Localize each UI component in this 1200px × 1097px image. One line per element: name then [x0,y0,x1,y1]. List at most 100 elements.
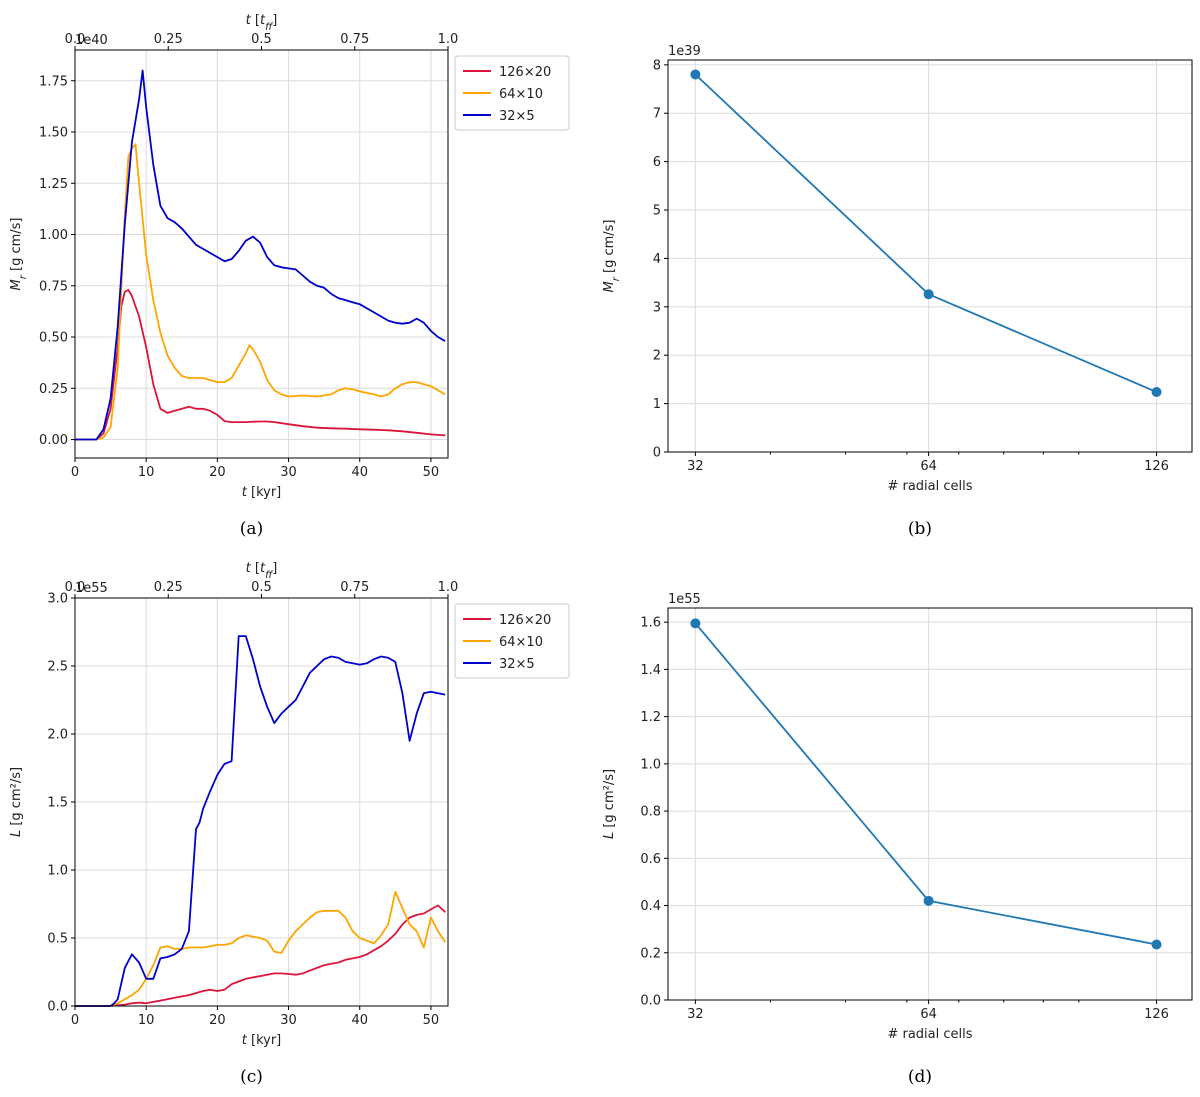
label-part: [g cm²/s] [9,767,24,830]
legend-label: 32×5 [499,109,535,124]
legend-box [454,55,570,131]
y-tick-label: 0.5 [47,932,68,947]
label-symbol: L [602,832,617,839]
y-tick-label: 0.2 [640,946,661,961]
legend-label: 64×10 [499,635,543,650]
label-part: [g cm/s] [9,218,24,276]
y-tick-label: 2 [653,349,661,364]
y-tick-label: 1.0 [47,864,68,879]
label-subscript: ff [265,570,274,581]
label-symbol: t [246,13,252,28]
y-tick-label: 1.2 [640,710,661,725]
y-tick-label: 0.0 [640,994,661,1009]
scale-label: 1e40 [75,33,108,48]
y-axis-label: L [g cm²/s] [9,767,24,837]
label-part: ] [272,561,277,576]
y-tick-label: 0.0 [47,1000,68,1015]
x-tick-label: 64 [920,459,937,474]
series-line-L [694,622,1157,946]
y-tick-label: 1.6 [640,616,661,631]
top-tick-label: 1.0 [438,32,459,47]
data-point-32 [690,618,701,629]
label-part: t [260,561,266,576]
data-point-64 [923,895,934,906]
top-tick-label: 0.5 [251,580,272,595]
data-point-64 [923,289,934,300]
top-tick-label: 0.0 [65,32,86,47]
legend-box [454,603,570,679]
y-tick-label: 1.4 [640,663,661,678]
panel-c: 0 10 20 30 40 500.00.51.01.52.02.53.00.0 0.25 0… [9,561,570,1087]
caption: (c) [240,1067,263,1087]
scale-label: 1e39 [668,44,701,59]
x-tick-label: 126 [1144,459,1169,474]
series-line-64-10 [75,143,446,441]
legend: 126×20 64×10 32×5 [454,603,570,679]
y-tick-label: 1.50 [39,126,68,141]
y-tick-label: 2.5 [47,660,68,675]
y-tick-label: 4 [653,252,661,267]
y-tick-label: 0.4 [640,899,661,914]
x-tick-label: 50 [423,465,440,480]
y-tick-label: 0.50 [39,331,68,346]
x-axis-label: t [kyr] [242,485,282,500]
caption: (d) [908,1067,932,1087]
x-tick-label: 32 [687,459,704,474]
y-tick-label: 7 [653,107,661,122]
label-part: [kyr] [247,485,281,500]
label-part: [g cm²/s] [602,769,617,832]
top-tick-label: 0.75 [340,580,369,595]
y-tick-label: 0.00 [39,433,68,448]
x-tick-label: 20 [209,465,226,480]
y-tick-label: 1.0 [640,757,661,772]
top-axis-label: t [tff] [246,13,278,33]
legend-label: 64×10 [499,87,543,102]
panel-b: 32 64 126 0 1 2 3 4 5 6 7 8 1e39 # radial cells Mr [g … [602,44,1193,539]
label-part: [ [251,13,260,28]
top-axis-label: t [tff] [246,561,278,581]
label-subscript: r [611,276,622,281]
y-tick-label: 2.0 [47,728,68,743]
y-axis-label: L [g cm²/s] [602,769,617,839]
label-part: [ [251,561,260,576]
panel-d: 32 64 126 0.0 0.2 0.4 0.6 0.8 1.0 1.2 1.4 1.6 1e55 # … [602,592,1193,1087]
x-tick-label: 0 [71,1013,79,1028]
y-tick-label: 1.75 [39,74,68,89]
y-tick-label: 0.8 [640,805,661,820]
x-tick-label: 64 [920,1007,937,1022]
y-tick-label: 0.25 [39,382,68,397]
plot-frame [667,607,1193,1001]
series-line-64-10 [75,890,446,1007]
y-tick-label: 1.25 [39,177,68,192]
scale-label: 1e55 [75,581,108,596]
label-symbol: t [242,1033,248,1048]
plot-frame [74,49,449,459]
label-part: t [260,13,266,28]
label-part: [kyr] [247,1033,281,1048]
y-tick-label: 3 [653,300,661,315]
data-point-126 [1151,386,1162,397]
y-tick-label: 0 [653,446,661,461]
caption: (a) [240,519,263,539]
label-part: ] [272,13,277,28]
x-axis-label: t [kyr] [242,1033,282,1048]
legend: 126×20 64×10 32×5 [454,55,570,131]
label-symbol: M [602,281,617,292]
top-tick-label: 0.25 [154,580,183,595]
x-tick-label: 30 [280,465,297,480]
legend-label: 126×20 [499,65,551,80]
y-tick-label: 8 [653,58,661,73]
x-tick-label: 10 [138,1013,155,1028]
y-tick-label: 6 [653,155,661,170]
y-tick-label: 1.5 [47,796,68,811]
y-tick-label: 1 [653,397,661,412]
scale-label: 1e55 [668,592,701,607]
x-tick-label: 126 [1144,1007,1169,1022]
caption: (b) [908,519,932,539]
y-tick-label: 3.0 [47,592,68,607]
y-axis-label: Mr [g cm/s] [602,220,622,293]
top-tick-label: 0.75 [340,32,369,47]
legend-label: 126×20 [499,613,551,628]
y-tick-label: 1.00 [39,228,68,243]
